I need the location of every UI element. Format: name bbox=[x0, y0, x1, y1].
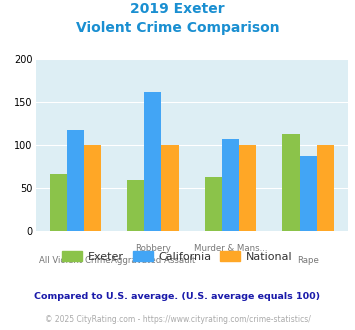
Text: Murder & Mans...: Murder & Mans... bbox=[194, 244, 267, 253]
Text: Aggravated Assault: Aggravated Assault bbox=[111, 256, 195, 265]
Bar bbox=[239, 145, 256, 231]
Bar bbox=[67, 130, 84, 231]
Text: © 2025 CityRating.com - https://www.cityrating.com/crime-statistics/: © 2025 CityRating.com - https://www.city… bbox=[45, 315, 310, 324]
Bar bbox=[317, 145, 334, 231]
Bar bbox=[300, 156, 317, 231]
Bar bbox=[283, 134, 300, 231]
Bar bbox=[205, 177, 222, 231]
Text: All Violent Crime: All Violent Crime bbox=[39, 256, 111, 265]
Text: Violent Crime Comparison: Violent Crime Comparison bbox=[76, 21, 279, 35]
Text: 2019 Exeter: 2019 Exeter bbox=[130, 2, 225, 16]
Bar bbox=[84, 145, 101, 231]
Bar bbox=[127, 180, 144, 231]
Bar bbox=[162, 145, 179, 231]
Bar bbox=[50, 174, 67, 231]
Text: Rape: Rape bbox=[297, 256, 319, 265]
Bar bbox=[144, 92, 162, 231]
Text: Compared to U.S. average. (U.S. average equals 100): Compared to U.S. average. (U.S. average … bbox=[34, 292, 321, 301]
Text: Robbery: Robbery bbox=[135, 244, 171, 253]
Bar bbox=[222, 139, 239, 231]
Legend: Exeter, California, National: Exeter, California, National bbox=[58, 247, 297, 267]
